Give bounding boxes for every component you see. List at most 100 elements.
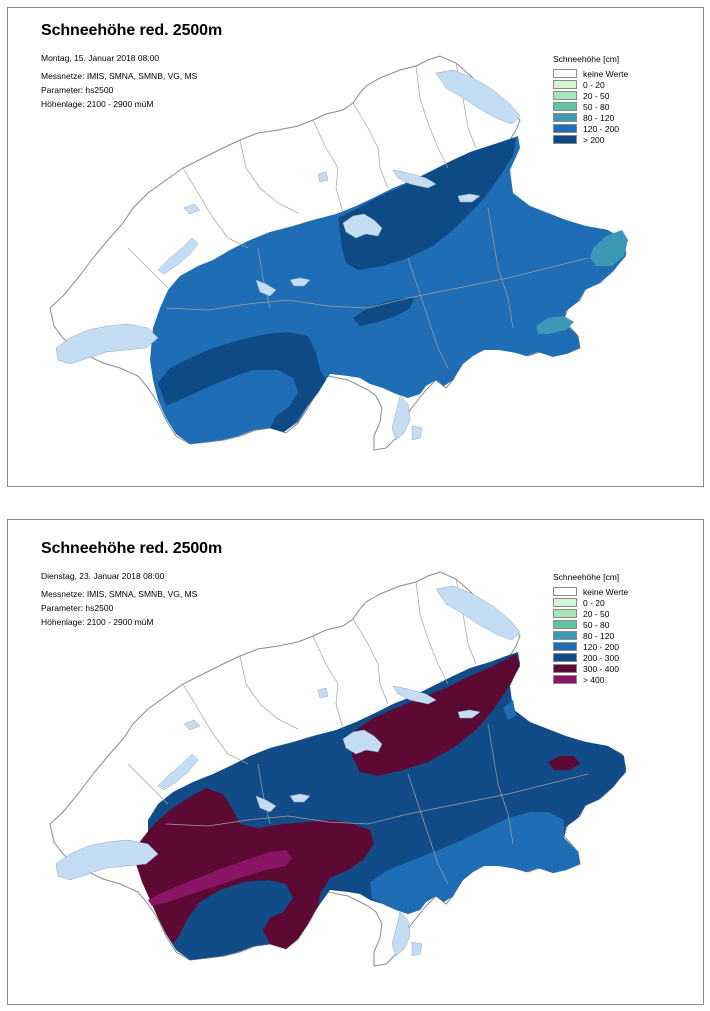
lake-maggiore xyxy=(391,911,411,957)
map-date: Montag, 15. Januar 2018 08:00 xyxy=(41,53,160,63)
lake-thun xyxy=(255,795,277,813)
legend-swatch xyxy=(553,631,577,640)
legend-item: > 200 xyxy=(553,134,628,145)
legend-swatch xyxy=(553,113,577,122)
snow-zone-120-200-east xyxy=(503,700,516,720)
lake-lugano xyxy=(411,941,423,957)
legend-item: keine Werte xyxy=(553,586,628,597)
snow-depth-map xyxy=(49,55,628,451)
snow-zone-over-200-center xyxy=(353,298,414,326)
snow-depth-map xyxy=(49,571,627,967)
legend-label: 200 - 300 xyxy=(583,652,619,663)
legend-item: 120 - 200 xyxy=(553,123,628,134)
map-networks: Messnetze: IMIS, SMNA, SMNB, VG, MS xyxy=(41,589,198,599)
lakes xyxy=(55,585,521,957)
legend-label: keine Werte xyxy=(583,586,629,597)
legend-item: 80 - 120 xyxy=(553,112,628,123)
legend-label: > 200 xyxy=(583,134,605,145)
map-title: Schneehöhe red. 2500m xyxy=(41,540,223,557)
lakes xyxy=(55,69,521,441)
canton-borders xyxy=(127,578,589,885)
legend-swatch xyxy=(553,135,577,144)
lake-brienz xyxy=(289,793,311,803)
lake-sempach xyxy=(317,171,329,183)
legend-item: 200 - 300 xyxy=(553,652,628,663)
legend-item: 20 - 50 xyxy=(553,90,628,101)
lake-brienz xyxy=(289,277,311,287)
lake-neuchatel xyxy=(157,753,199,791)
legend-label: 120 - 200 xyxy=(583,641,619,652)
legend-item: 50 - 80 xyxy=(553,101,628,112)
legend-swatch xyxy=(553,675,577,684)
snow-zone-120-200-south xyxy=(370,812,580,914)
legend-swatch xyxy=(553,124,577,133)
lake-zurich xyxy=(392,169,437,189)
lake-biel xyxy=(183,719,201,731)
legend-label: > 400 xyxy=(583,674,605,685)
legend-swatch xyxy=(553,620,577,629)
legend-item: 120 - 200 xyxy=(553,641,628,652)
legend-label: 20 - 50 xyxy=(583,90,610,101)
legend-swatch xyxy=(553,609,577,618)
legend-label: 50 - 80 xyxy=(583,101,610,112)
legend-swatch xyxy=(553,642,577,651)
legend-label: 120 - 200 xyxy=(583,123,619,134)
snow-zone-80-120-east xyxy=(590,230,628,266)
legend: Schneehöhe [cm] keine Werte 0 - 20 20 - 50… xyxy=(553,572,628,685)
legend-item: keine Werte xyxy=(553,68,628,79)
map-date: Dienstag, 23. Januar 2018 08:00 xyxy=(41,571,165,581)
map-elevation: Höhenlage: 2100 - 2900 müM xyxy=(41,99,154,109)
legend-swatch xyxy=(553,653,577,662)
legend-item: > 400 xyxy=(553,674,628,685)
lake-neuchatel xyxy=(157,237,199,275)
legend-swatch xyxy=(553,598,577,607)
snow-zone-200-300 xyxy=(148,652,626,960)
lake-biel xyxy=(183,203,201,215)
legend-swatch xyxy=(553,664,577,673)
map-panel-jan23: Schneehöhe red. 2500m Dienstag, 23. Janu… xyxy=(7,519,704,1005)
snow-zone-80-120-south xyxy=(536,316,574,334)
legend-item: 0 - 20 xyxy=(553,79,628,90)
legend-label: 50 - 80 xyxy=(583,619,610,630)
legend-item: 50 - 80 xyxy=(553,619,628,630)
legend-item: 0 - 20 xyxy=(553,597,628,608)
map-parameter: Parameter: hs2500 xyxy=(41,603,114,613)
legend-label: keine Werte xyxy=(583,68,629,79)
legend-title: Schneehöhe [cm] xyxy=(553,54,620,64)
map-panel-jan15: Schneehöhe red. 2500m Montag, 15. Januar… xyxy=(7,7,704,487)
lake-walen xyxy=(457,709,481,719)
legend-label: 0 - 20 xyxy=(583,79,605,90)
lake-thun xyxy=(255,279,277,297)
legend-label: 0 - 20 xyxy=(583,597,605,608)
snow-zone-over-400 xyxy=(148,850,292,906)
lake-geneva xyxy=(55,839,159,881)
lake-lucerne xyxy=(342,729,383,755)
snow-zone-over-200-north xyxy=(338,138,516,270)
legend-item: 80 - 120 xyxy=(553,630,628,641)
lake-geneva xyxy=(55,323,159,365)
lake-constance xyxy=(435,69,521,125)
map-parameter: Parameter: hs2500 xyxy=(41,85,114,95)
snow-zone-over-200-valais xyxy=(158,332,326,432)
legend-item: 300 - 400 xyxy=(553,663,628,674)
legend-item: 20 - 50 xyxy=(553,608,628,619)
legend-label: 300 - 400 xyxy=(583,663,619,674)
lake-zurich xyxy=(392,685,437,705)
lake-constance xyxy=(435,585,521,641)
legend-swatch xyxy=(553,80,577,89)
map-networks: Messnetze: IMIS, SMNA, SMNB, VG, MS xyxy=(41,71,198,81)
legend-label: 80 - 120 xyxy=(583,112,615,123)
legend: Schneehöhe [cm] keine Werte 0 - 20 20 - 50… xyxy=(553,54,628,145)
lake-lugano xyxy=(411,425,423,441)
lake-lucerne xyxy=(342,213,383,239)
legend-title: Schneehöhe [cm] xyxy=(553,572,620,582)
snow-zone-300-400-east xyxy=(548,756,580,770)
legend-label: 20 - 50 xyxy=(583,608,610,619)
legend-swatch xyxy=(553,102,577,111)
lake-sempach xyxy=(317,687,329,699)
legend-swatch xyxy=(553,69,577,78)
snow-zone-300-400-north xyxy=(352,654,520,776)
legend-swatch xyxy=(553,587,577,596)
lake-maggiore xyxy=(391,395,411,441)
legend-label: 80 - 120 xyxy=(583,630,615,641)
